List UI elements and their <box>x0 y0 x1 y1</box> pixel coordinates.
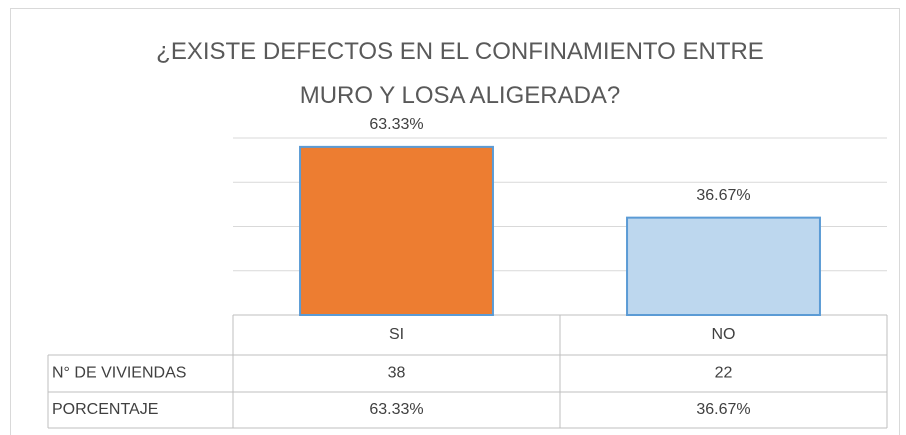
table-cell: 63.33% <box>369 401 423 418</box>
bar <box>626 216 821 316</box>
data-label: 36.67% <box>696 187 750 204</box>
chart-title: ¿EXISTE DEFECTOS EN EL CONFINAMIENTO ENT… <box>156 38 764 109</box>
table-cell: 22 <box>715 365 733 382</box>
table-row-label: PORCENTAJE <box>52 401 158 418</box>
table-cell: 36.67% <box>696 401 750 418</box>
table-row-label: N° DE VIVIENDAS <box>52 365 186 382</box>
bar <box>299 145 494 316</box>
chart-border <box>10 8 900 435</box>
x-tick-label: SI <box>389 326 404 343</box>
table-cell: 38 <box>388 365 406 382</box>
data-label: 63.33% <box>369 116 423 133</box>
x-tick-label: NO <box>712 326 736 343</box>
